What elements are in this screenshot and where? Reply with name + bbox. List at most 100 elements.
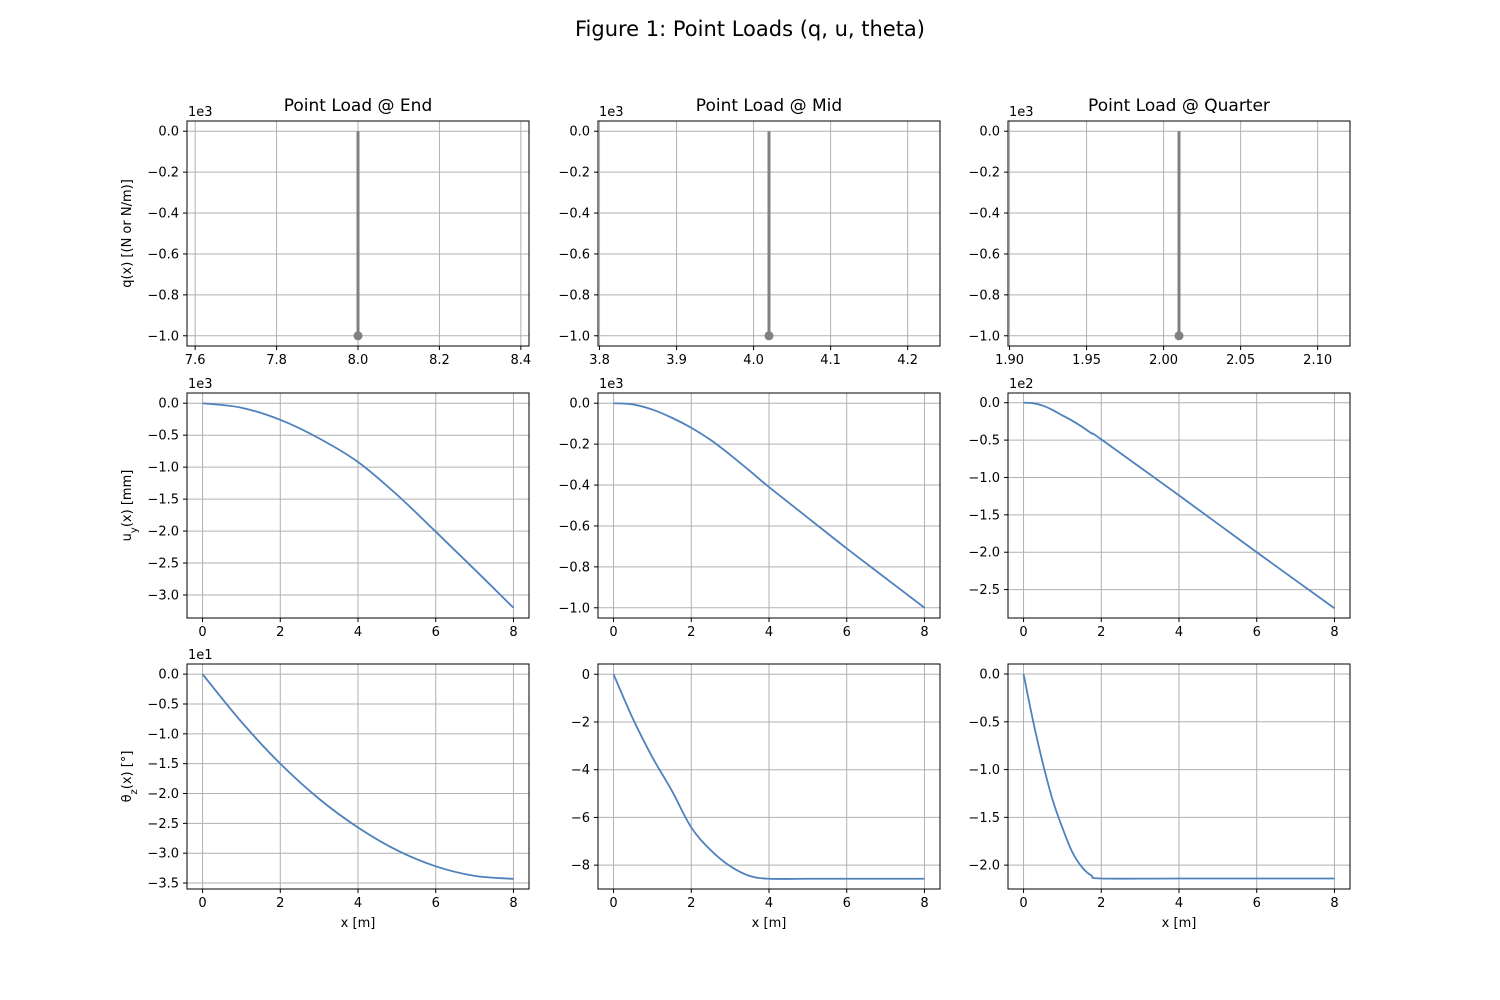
y-tick-label: −3.0 [147, 588, 179, 603]
y-tick-label: −1.0 [147, 329, 179, 344]
y-tick-label: −2.5 [147, 817, 179, 832]
x-tick-label: 2.05 [1226, 353, 1255, 368]
x-tick-label: 8.0 [348, 353, 369, 368]
x-tick-label: 2 [276, 896, 284, 911]
x-tick-label: 8.2 [429, 353, 450, 368]
x-tick-label: 6 [1253, 625, 1261, 640]
x-tick-label: 6 [432, 896, 440, 911]
y-tick-label: −1.0 [968, 763, 1000, 778]
x-tick-label: 0 [198, 625, 206, 640]
x-tick-label: 4 [765, 625, 773, 640]
y-tick-label: −1.5 [147, 493, 179, 508]
y-tick-label: −1.5 [968, 811, 1000, 826]
y-tick-label: −0.8 [968, 288, 1000, 303]
x-tick-label: 8 [1330, 625, 1338, 640]
x-tick-label: 1.95 [1072, 353, 1101, 368]
x-axis-label: x [m] [752, 916, 787, 931]
series-line [202, 402, 515, 609]
y-tick-label: 0.0 [569, 397, 590, 412]
axis-offset-label: 1e3 [188, 105, 213, 120]
y-tick-label: −2.0 [968, 859, 1000, 874]
y-tick-label: 0.0 [158, 668, 179, 683]
x-tick-label: 4 [765, 896, 773, 911]
y-axis-label: θz(x) [°] [120, 751, 140, 803]
x-tick-label: 0 [609, 625, 617, 640]
x-tick-label: 8 [509, 625, 517, 640]
y-tick-label: −2.5 [147, 557, 179, 572]
y-tick-label: −2.0 [147, 787, 179, 802]
y-tick-label: −3.0 [147, 847, 179, 862]
y-tick-label: −2 [571, 715, 590, 730]
figure-title: Figure 1: Point Loads (q, u, theta) [575, 17, 925, 41]
y-tick-label: 0.0 [979, 668, 1000, 683]
series-line [613, 402, 925, 609]
stem-marker [1174, 331, 1184, 341]
y-tick-label: −0.8 [558, 560, 590, 575]
y-tick-label: −1.0 [558, 329, 590, 344]
y-tick-label: 0.0 [158, 397, 179, 412]
x-tick-label: 2.10 [1303, 353, 1332, 368]
x-tick-label: 4.1 [820, 353, 841, 368]
subplot-q-quarter: 1.90 1.95 2.00 2.05 2.10 0.0 −0.2 −0.4 −0.6 −0.8 −… [968, 96, 1351, 368]
y-tick-label: −0.2 [558, 166, 590, 181]
subplot-q-mid: 3.8 3.9 4.0 4.1 4.2 0.0 −0.2 −0.4 −0.6 −0.8 −1.0 1e… [558, 96, 941, 368]
x-tick-label: 7.6 [185, 353, 206, 368]
y-tick-label: −0.4 [968, 207, 1000, 222]
y-tick-label: −1.0 [558, 601, 590, 616]
subplot-title: Point Load @ End [284, 96, 433, 116]
y-tick-label: −1.0 [968, 471, 1000, 486]
axis-offset-label: 1e3 [1009, 105, 1034, 120]
y-tick-label: −0.4 [147, 207, 179, 222]
y-tick-label: −0.5 [968, 434, 1000, 449]
y-tick-label: −1.5 [968, 508, 1000, 523]
y-tick-label: −1.0 [147, 727, 179, 742]
x-tick-label: 2 [276, 625, 284, 640]
x-tick-label: 8 [920, 625, 928, 640]
series-line [1022, 673, 1335, 880]
x-tick-label: 8 [509, 896, 517, 911]
x-axis-label: x [m] [341, 916, 376, 931]
y-tick-label: −6 [571, 811, 590, 826]
y-tick-label: −1.5 [147, 757, 179, 772]
x-tick-label: 1.90 [995, 353, 1024, 368]
y-tick-label: −3.5 [147, 877, 179, 892]
x-tick-label: 2 [687, 896, 695, 911]
y-tick-label: −0.4 [558, 479, 590, 494]
axis-offset-label: 1e3 [599, 105, 624, 120]
axis-offset-label: 1e2 [1009, 377, 1034, 392]
y-tick-label: −2.0 [147, 525, 179, 540]
subplot-u-quarter: 0 2 4 6 8 0.0 −0.5 −1.0 −1.5 −2.0 −2.5 1e2 [968, 377, 1351, 640]
x-tick-label: 0 [1019, 625, 1027, 640]
series-line [612, 673, 925, 880]
y-tick-label: 0 [582, 668, 590, 683]
subplot-u-end: 0 2 4 6 8 0.0 −0.5 −1.0 −1.5 −2.0 −2.5 −3.0 1e3 uy(x)… [120, 377, 530, 640]
y-tick-label: −0.6 [558, 247, 590, 262]
subplot-theta-quarter: 0 2 4 6 8 0.0 −0.5 −1.0 −1.5 −2.0 x [m] [968, 663, 1351, 931]
x-tick-label: 2.00 [1149, 353, 1178, 368]
subplot-theta-end: 0 2 4 6 8 0.0 −0.5 −1.0 −1.5 −2.0 −2.5 −3.0 −3.5 1e1 x… [120, 648, 530, 931]
y-tick-label: −0.5 [147, 697, 179, 712]
y-tick-label: −0.2 [558, 438, 590, 453]
y-axis-label: uy(x) [mm] [120, 470, 140, 542]
series-line [1023, 401, 1335, 610]
x-tick-label: 7.8 [266, 353, 287, 368]
y-tick-label: −0.8 [147, 288, 179, 303]
x-tick-label: 2 [1097, 625, 1105, 640]
y-tick-label: −8 [571, 859, 590, 874]
x-tick-label: 3.9 [666, 353, 687, 368]
x-tick-label: 4.0 [743, 353, 764, 368]
x-tick-label: 4.2 [897, 353, 918, 368]
x-tick-label: 4 [1175, 896, 1183, 911]
y-tick-label: −0.6 [147, 247, 179, 262]
x-tick-label: 4 [354, 896, 362, 911]
x-tick-label: 0 [1019, 896, 1027, 911]
subplot-title: Point Load @ Mid [696, 96, 842, 116]
series-line [201, 673, 514, 880]
y-tick-label: 0.0 [979, 125, 1000, 140]
x-tick-label: 0 [609, 896, 617, 911]
subplot-title: Point Load @ Quarter [1088, 96, 1270, 116]
axes-frame [597, 120, 941, 347]
